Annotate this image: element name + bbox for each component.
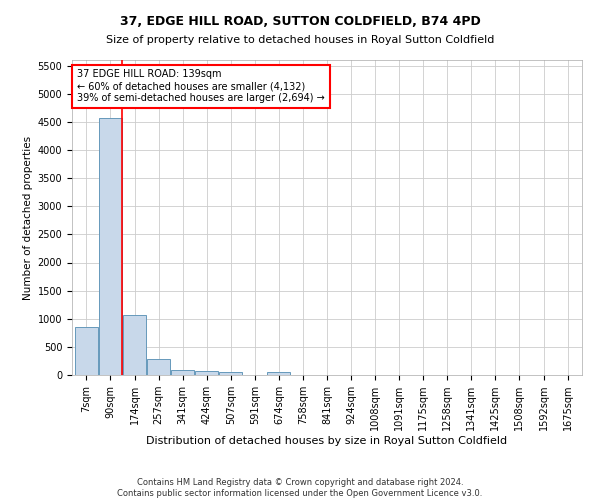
Text: 37, EDGE HILL ROAD, SUTTON COLDFIELD, B74 4PD: 37, EDGE HILL ROAD, SUTTON COLDFIELD, B7… <box>119 15 481 28</box>
Text: 37 EDGE HILL ROAD: 139sqm
← 60% of detached houses are smaller (4,132)
39% of se: 37 EDGE HILL ROAD: 139sqm ← 60% of detac… <box>77 70 325 102</box>
Bar <box>123 316 146 375</box>
Y-axis label: Number of detached properties: Number of detached properties <box>23 136 34 300</box>
Bar <box>220 372 242 375</box>
Bar <box>171 370 194 375</box>
Bar <box>195 370 218 375</box>
Text: Contains HM Land Registry data © Crown copyright and database right 2024.
Contai: Contains HM Land Registry data © Crown c… <box>118 478 482 498</box>
Bar <box>75 327 98 375</box>
Text: Size of property relative to detached houses in Royal Sutton Coldfield: Size of property relative to detached ho… <box>106 35 494 45</box>
Bar <box>147 359 170 375</box>
X-axis label: Distribution of detached houses by size in Royal Sutton Coldfield: Distribution of detached houses by size … <box>146 436 508 446</box>
Bar <box>99 118 122 375</box>
Bar <box>268 372 290 375</box>
